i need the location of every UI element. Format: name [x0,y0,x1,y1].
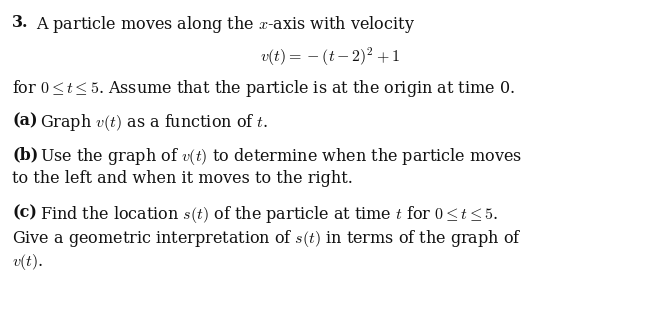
Text: (a): (a) [12,112,38,129]
Text: Use the graph of $v(t)$ to determine when the particle moves: Use the graph of $v(t)$ to determine whe… [40,146,522,167]
Text: Graph $v(t)$ as a function of $t$.: Graph $v(t)$ as a function of $t$. [40,112,268,133]
Text: A particle moves along the $x$-axis with velocity: A particle moves along the $x$-axis with… [36,14,415,35]
Text: (b): (b) [12,146,38,163]
Text: to the left and when it moves to the right.: to the left and when it moves to the rig… [12,170,353,187]
Text: $v(t) = -(t-2)^2 + 1$: $v(t) = -(t-2)^2 + 1$ [260,46,401,69]
Text: 3.: 3. [12,14,28,31]
Text: $v(t)$.: $v(t)$. [12,252,44,272]
Text: for $0 \leq t \leq 5$. Assume that the particle is at the origin at time 0.: for $0 \leq t \leq 5$. Assume that the p… [12,78,515,99]
Text: (c): (c) [12,204,37,221]
Text: Give a geometric interpretation of $s(t)$ in terms of the graph of: Give a geometric interpretation of $s(t)… [12,228,522,249]
Text: Find the location $s(t)$ of the particle at time $t$ for $0 \leq t \leq 5$.: Find the location $s(t)$ of the particle… [40,204,498,225]
